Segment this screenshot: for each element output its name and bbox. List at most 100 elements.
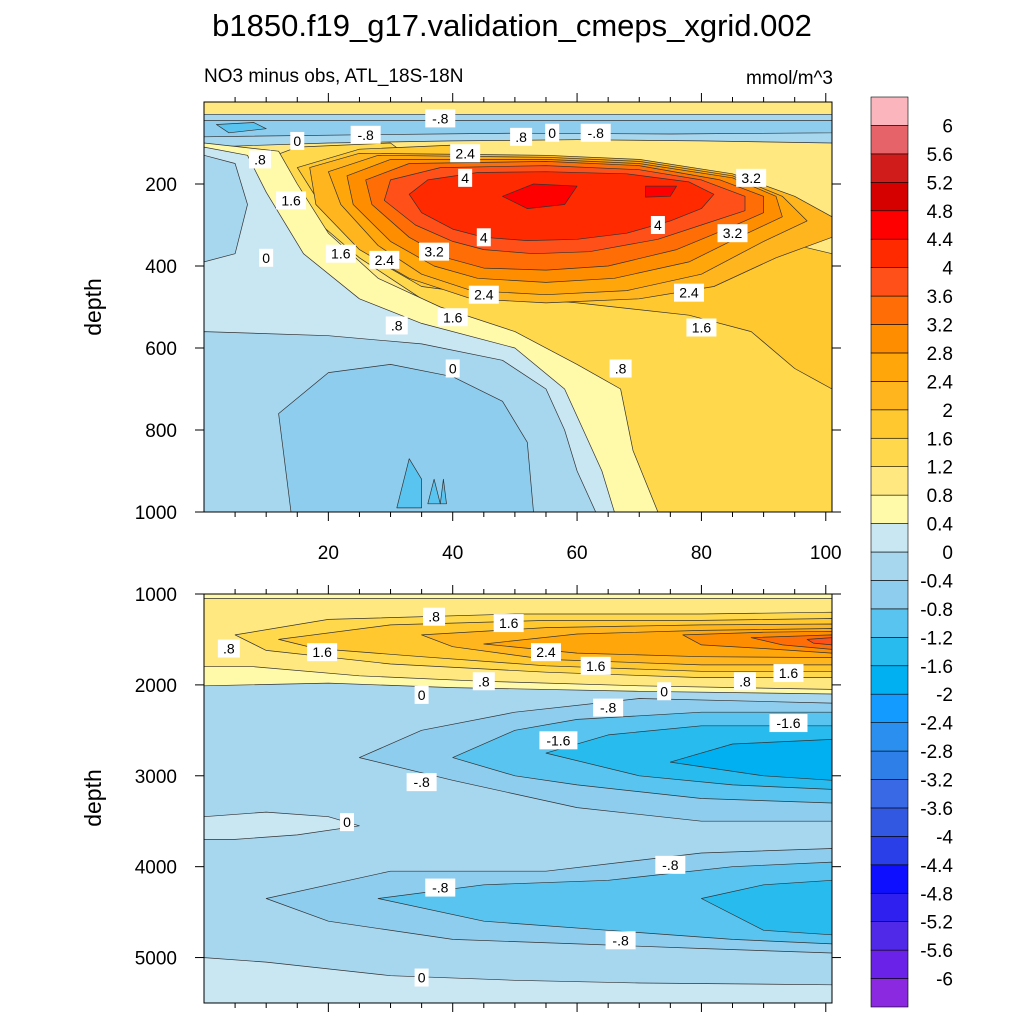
contour-label: -1.6	[769, 714, 808, 733]
contour-label-text: .8	[428, 609, 440, 625]
contour-label: 3.2	[419, 242, 450, 261]
colorbar-label: 4.8	[927, 202, 953, 223]
contour-label: 4	[476, 228, 491, 247]
contour-label-text: 0	[418, 970, 426, 986]
colorbar-swatch	[870, 637, 909, 667]
colorbar-label: -2.8	[920, 742, 953, 763]
contour-region	[669, 739, 832, 781]
colorbar-swatch	[870, 182, 909, 212]
contour-label: -.8	[605, 931, 636, 950]
colorbar-label: 1.6	[927, 429, 953, 450]
contour-label: -.8	[406, 773, 437, 792]
y-tick-label: 4000	[135, 858, 177, 879]
contour-label-text: 0	[660, 683, 668, 699]
colorbar-label: -2.4	[920, 714, 953, 735]
contour-region	[806, 637, 832, 646]
y-tick-label: 600	[145, 339, 177, 360]
colorbar-label: 4	[942, 259, 953, 280]
contour-label-text: 4	[480, 229, 488, 245]
colorbar-label: -3.6	[920, 799, 953, 820]
colorbar-swatch	[870, 96, 909, 126]
contour-label-text: 1.6	[331, 246, 351, 262]
contour-label-text: 0	[548, 125, 556, 141]
colorbar-swatch	[870, 864, 909, 894]
upper-plot-frame	[203, 101, 833, 513]
contour-label: 1.6	[276, 191, 307, 210]
colorbar-label: 0.8	[927, 486, 953, 507]
contour-label-text: 1.6	[281, 192, 301, 208]
lower-y-axis-label: depth	[80, 769, 106, 827]
colorbar-swatch	[870, 608, 909, 638]
lower-plot-frame	[203, 593, 833, 1004]
contour-region	[701, 879, 832, 936]
colorbar-swatch	[870, 722, 909, 752]
colorbar-label: -3.2	[920, 771, 953, 792]
contour-label-text: .8	[515, 129, 527, 145]
chart-title: b1850.f19_g17.validation_cmeps_xgrid.002	[212, 8, 812, 43]
contour-label-text: -1.6	[546, 732, 570, 748]
contour-label-text: .8	[223, 641, 235, 657]
colorbar-swatch	[870, 665, 909, 695]
contour-region	[377, 861, 832, 945]
chart-subtitle-left: NO3 minus obs, ATL_18S-18N	[204, 66, 463, 87]
contour-region	[427, 478, 441, 505]
contour-label: 2.4	[450, 144, 481, 163]
contour-label: 0	[290, 131, 305, 150]
contour-label: 1.6	[773, 664, 804, 683]
contour-label-text: 0	[293, 133, 301, 149]
contour-region	[750, 634, 832, 650]
colorbar-label: 0	[942, 543, 953, 564]
colorbar-swatch	[870, 267, 909, 297]
colorbar-swatch	[870, 523, 909, 553]
colorbar-label: 4.4	[927, 230, 954, 251]
colorbar-swatch	[870, 381, 909, 411]
contour-label-text: 0	[418, 687, 426, 703]
colorbar-swatch	[870, 466, 909, 496]
contour-label-text: 2.4	[536, 644, 556, 660]
contour-label: 1.6	[307, 643, 338, 662]
colorbar-label: -5.2	[920, 913, 953, 934]
contour-label: 2.4	[530, 643, 561, 662]
contour-label: .8	[733, 672, 756, 691]
colorbar-swatch	[870, 836, 909, 866]
colorbar: -6 -5.6 -5.2 -4.8 -4.4 -4 -3.6 -3.2 -2.8 -2.4 -2 -1…	[870, 96, 954, 1008]
contour-label-text: 0	[343, 814, 351, 830]
colorbar-label: -0.4	[920, 571, 953, 592]
contour-label: 3.2	[717, 224, 748, 243]
contour-label-text: .8	[391, 317, 403, 333]
upper-contour-labels: -.8 -.8 -.8 0 0 .8 .8 2.4 4 4 4 3.2 3.2 3.2 1.6 1.6 2.4 0…	[248, 109, 767, 378]
colorbar-label: -1.6	[920, 657, 953, 678]
contour-region	[278, 364, 534, 512]
contour-label: 0	[545, 123, 560, 142]
x-tick-label: 100	[810, 543, 842, 564]
contour-label: -.8	[593, 698, 624, 717]
contour-label: .8	[423, 607, 446, 626]
colorbar-label: 2.4	[927, 372, 954, 393]
contour-label: .8	[472, 672, 495, 691]
colorbar-label: 5.6	[927, 145, 953, 166]
contour-label-text: 1.6	[443, 309, 463, 325]
contour-label-text: 1.6	[586, 658, 606, 674]
colorbar-label: 3.6	[927, 287, 953, 308]
contour-label-text: 3.2	[723, 225, 743, 241]
contour-label: -.8	[425, 878, 456, 897]
colorbar-swatch	[870, 238, 909, 268]
colorbar-label: 2.8	[927, 344, 953, 365]
lower-axis-ticks: 1000 2000 3000 4000 5000	[135, 585, 841, 1012]
x-tick-label: 20	[318, 543, 339, 564]
colorbar-label: 6	[942, 116, 953, 137]
y-tick-label: 200	[145, 175, 177, 196]
contour-label: -.8	[425, 109, 456, 128]
contour-label: 0	[414, 968, 429, 987]
contour-label: .8	[217, 639, 240, 658]
colorbar-swatch	[870, 494, 909, 524]
colorbar-label: 3.2	[927, 316, 953, 337]
y-tick-label: 5000	[135, 949, 177, 970]
contour-label: 0	[259, 248, 274, 267]
contour-region	[396, 458, 422, 509]
colorbar-swatch	[870, 409, 909, 439]
contour-label-text: 2.4	[375, 252, 395, 268]
contour-label: 0	[340, 813, 355, 832]
colorbar-swatch	[870, 978, 909, 1008]
contour-label: 1.6	[580, 656, 611, 675]
